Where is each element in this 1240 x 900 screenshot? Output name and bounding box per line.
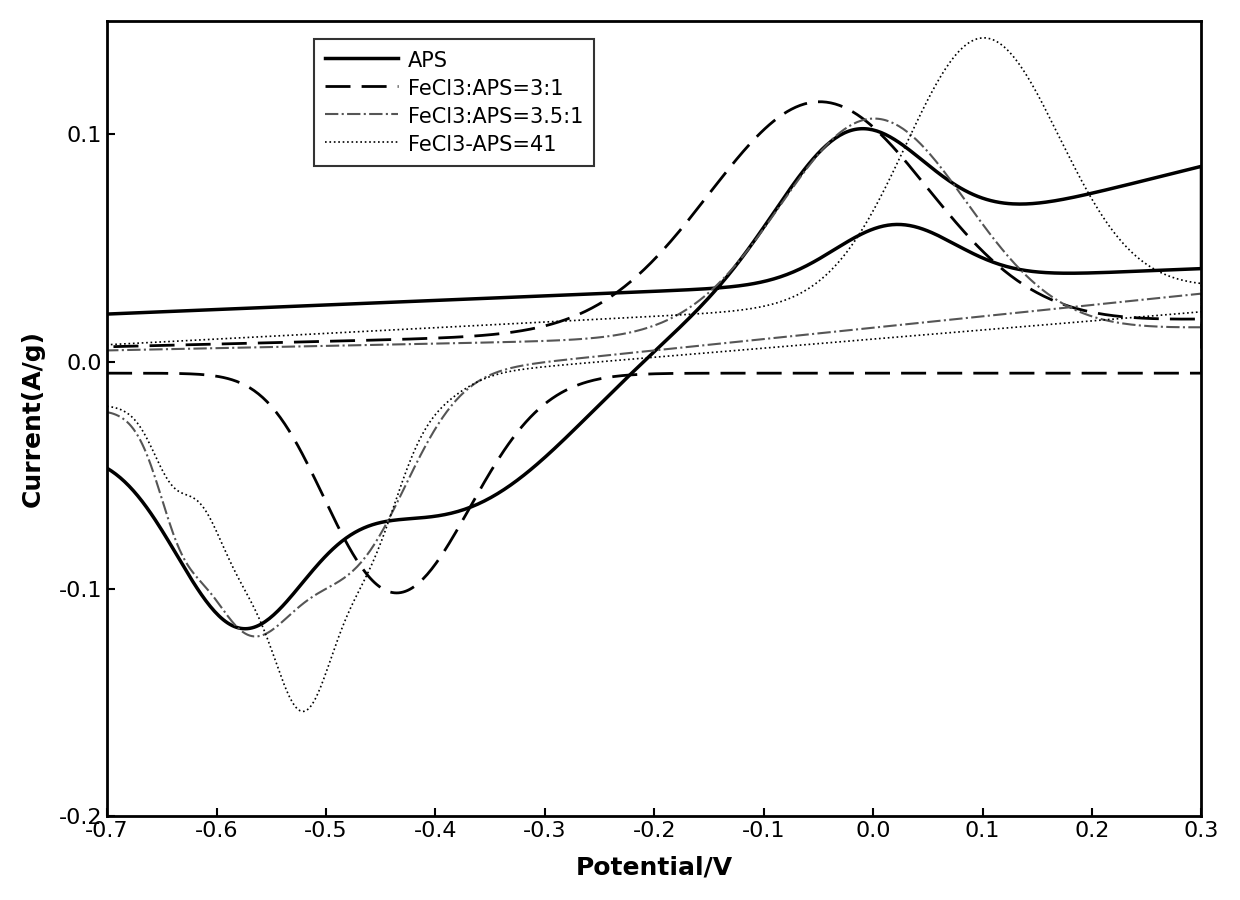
- FeCl3-APS=41: [492, 368, 507, 379]
- FeCl3:APS=3.5:1: [578, 333, 593, 344]
- FeCl3:APS=3.5:1: [988, 310, 1003, 320]
- Legend: APS, FeCl3:APS=3:1, FeCl3:APS=3.5:1, FeCl3-APS=41: APS, FeCl3:APS=3:1, FeCl3:APS=3.5:1, FeC…: [315, 40, 594, 166]
- APS: [990, 197, 1004, 208]
- Line: FeCl3:APS=3:1: FeCl3:APS=3:1: [107, 102, 1202, 593]
- FeCl3-APS=41: [777, 294, 792, 305]
- APS: [99, 463, 114, 473]
- FeCl3:APS=3:1: [812, 96, 827, 107]
- FeCl3:APS=3:1: [1066, 368, 1081, 379]
- FeCl3:APS=3.5:1: [1066, 302, 1081, 312]
- FeCl3:APS=3.5:1: [99, 407, 114, 418]
- Line: FeCl3-APS=41: FeCl3-APS=41: [107, 38, 1202, 711]
- FeCl3:APS=3:1: [99, 341, 114, 352]
- FeCl3:APS=3.5:1: [781, 187, 796, 198]
- FeCl3-APS=41: [1168, 273, 1183, 284]
- APS: [538, 291, 553, 302]
- Line: FeCl3:APS=3.5:1: FeCl3:APS=3.5:1: [107, 119, 1202, 636]
- FeCl3:APS=3:1: [578, 306, 593, 317]
- FeCl3:APS=3.5:1: [326, 580, 341, 590]
- FeCl3-APS=41: [976, 32, 991, 43]
- APS: [326, 544, 341, 554]
- APS: [781, 268, 796, 279]
- FeCl3:APS=3:1: [389, 588, 404, 598]
- FeCl3:APS=3:1: [324, 507, 339, 517]
- FeCl3:APS=3:1: [538, 320, 553, 331]
- APS: [1069, 191, 1084, 202]
- APS: [99, 309, 114, 320]
- FeCl3:APS=3.5:1: [538, 336, 553, 346]
- FeCl3:APS=3.5:1: [99, 345, 114, 356]
- Line: APS: APS: [107, 129, 1202, 629]
- FeCl3:APS=3:1: [781, 105, 796, 116]
- FeCl3:APS=3.5:1: [249, 631, 264, 642]
- X-axis label: Potential/V: Potential/V: [575, 855, 733, 879]
- APS: [857, 123, 872, 134]
- FeCl3-APS=41: [1091, 315, 1106, 326]
- FeCl3:APS=3:1: [988, 368, 1003, 379]
- FeCl3-APS=41: [295, 706, 310, 716]
- FeCl3:APS=3:1: [99, 368, 114, 379]
- FeCl3-APS=41: [99, 339, 114, 350]
- FeCl3-APS=41: [238, 332, 253, 343]
- FeCl3-APS=41: [140, 436, 155, 446]
- APS: [238, 624, 253, 634]
- APS: [578, 289, 593, 300]
- FeCl3:APS=3.5:1: [867, 113, 882, 124]
- FeCl3-APS=41: [99, 400, 114, 411]
- Y-axis label: Current(A/g): Current(A/g): [21, 330, 45, 507]
